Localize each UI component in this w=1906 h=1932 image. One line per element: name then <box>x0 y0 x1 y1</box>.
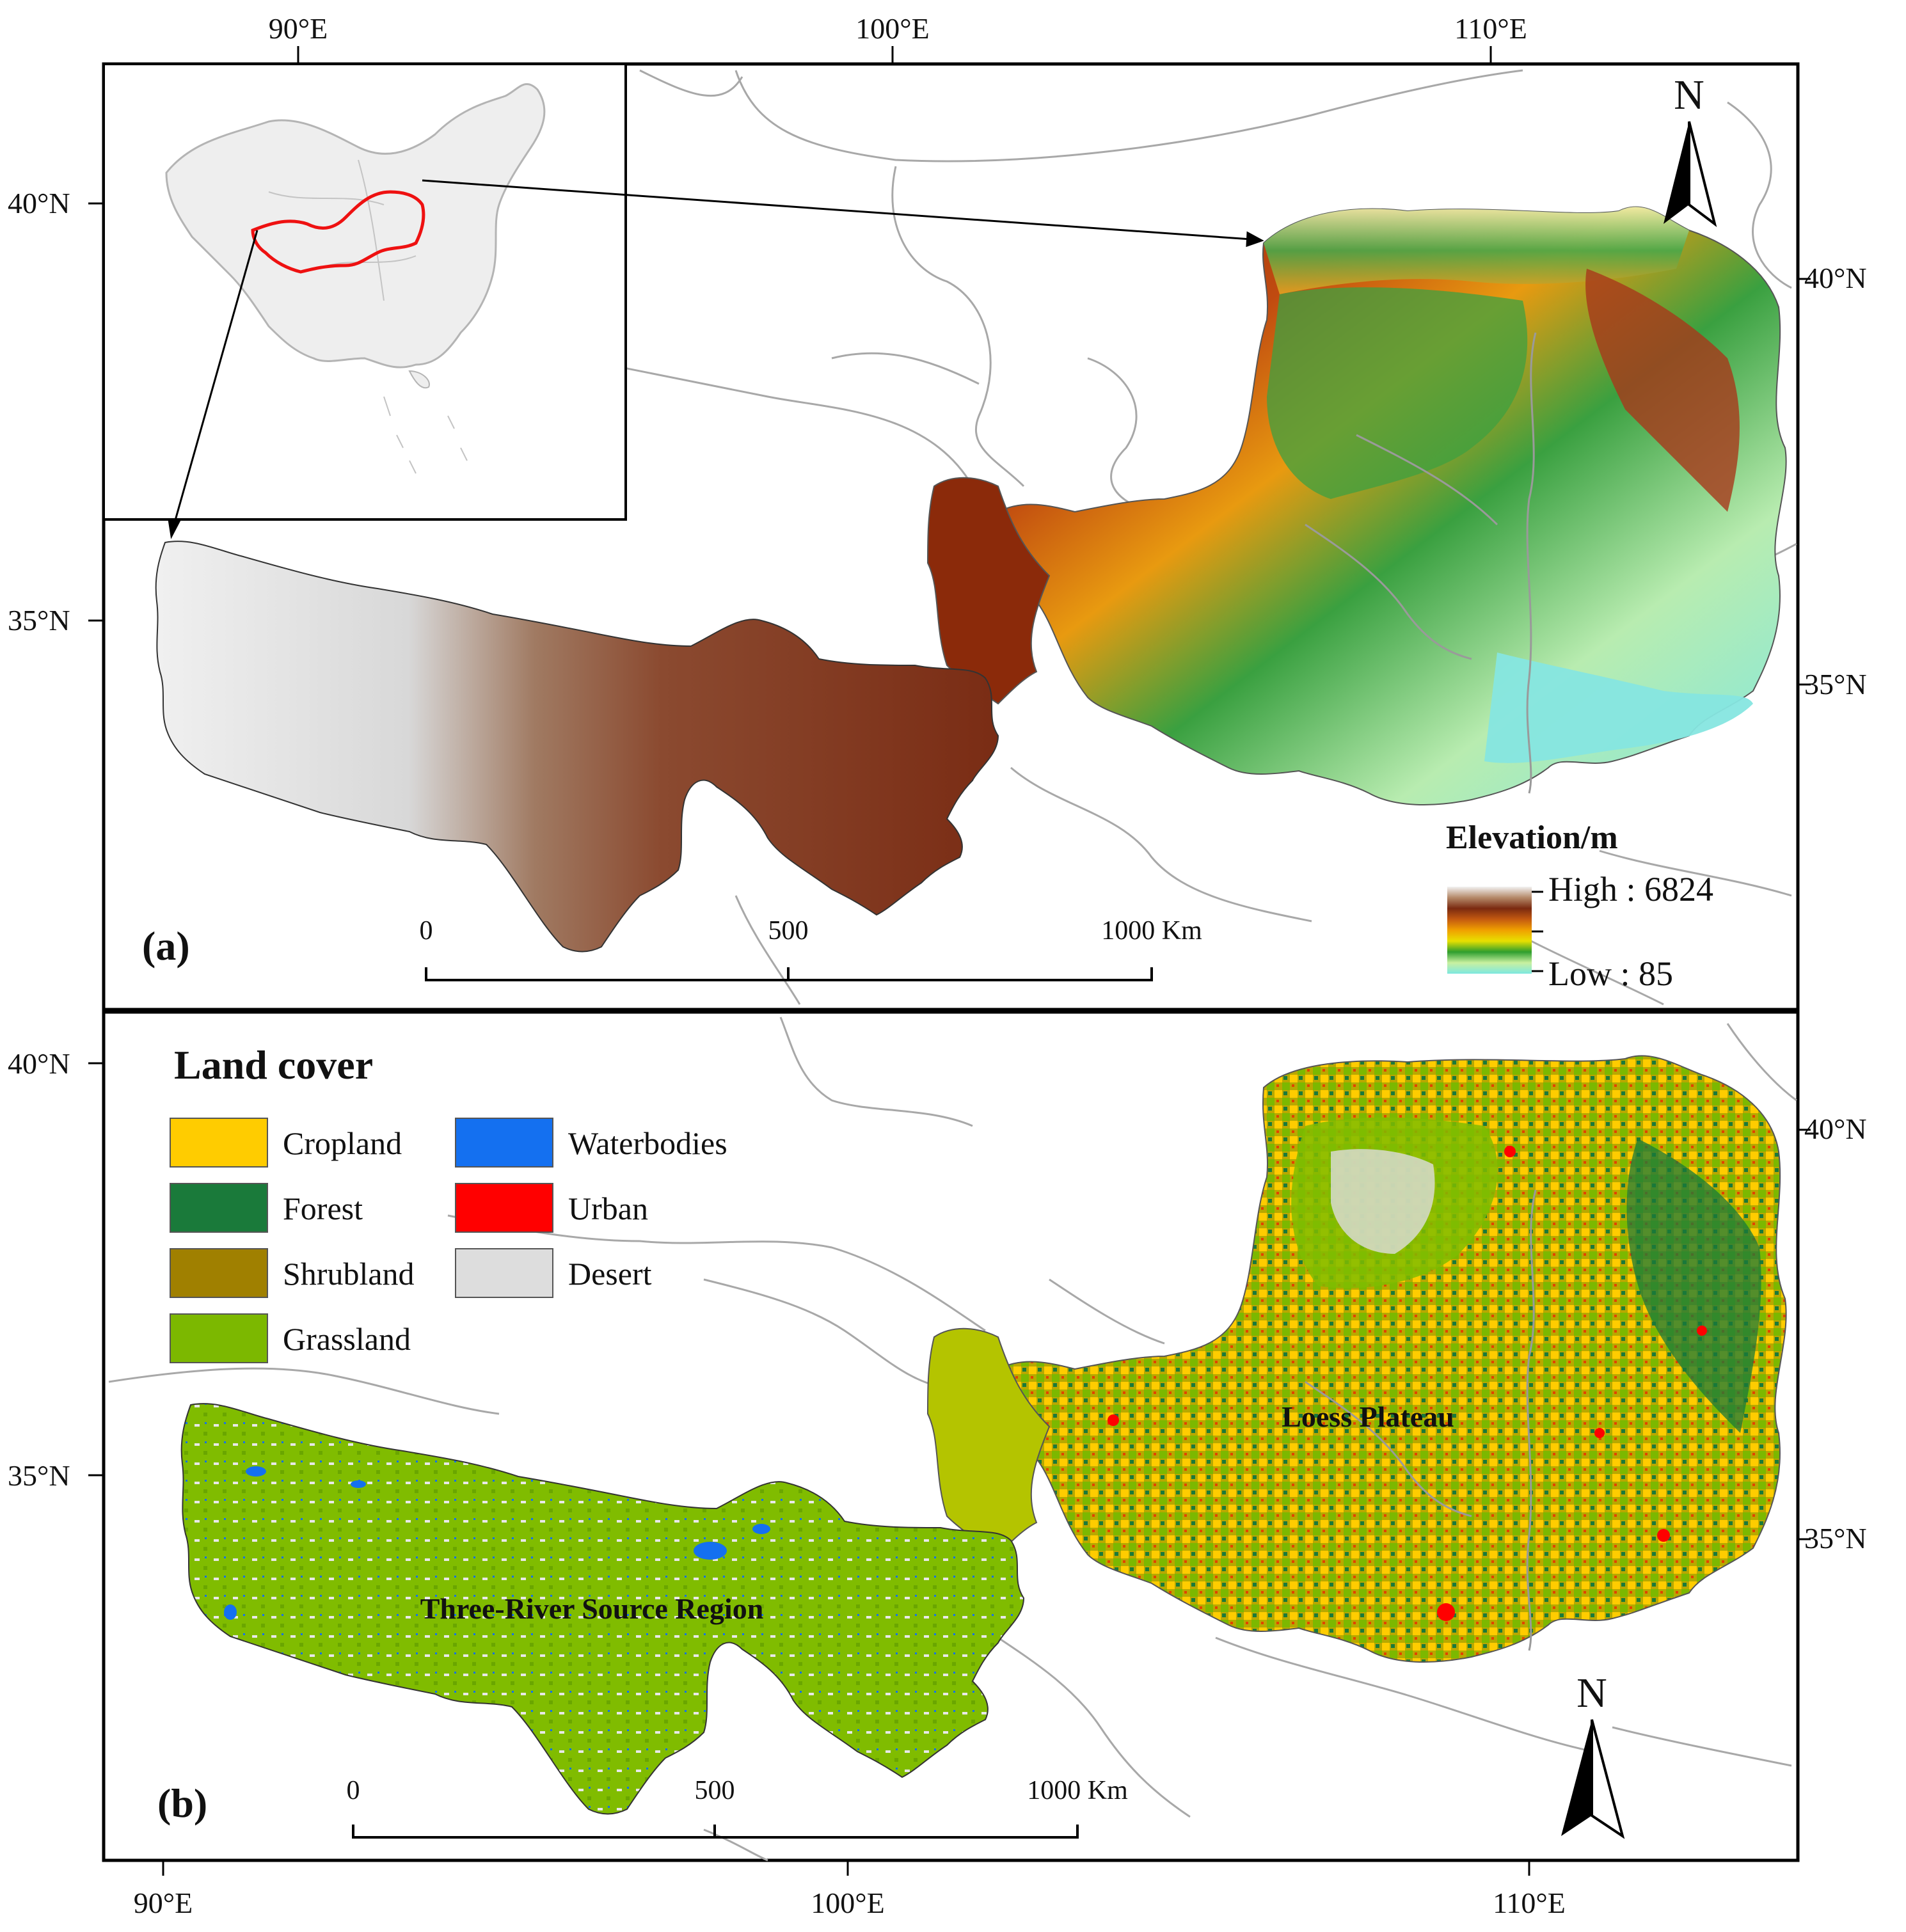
right-tick-label: 35°N <box>1804 668 1867 701</box>
three-river-landcover <box>180 1403 1025 1815</box>
right-tick-label: 40°N <box>1804 1112 1867 1145</box>
legend-low: Low : 85 <box>1548 954 1673 993</box>
lakes <box>224 1466 770 1620</box>
legend-label-waterbodies: Waterbodies <box>568 1125 727 1161</box>
north-label: N <box>1674 72 1704 118</box>
legend-swatch-grassland <box>170 1313 268 1363</box>
legend-label-shrubland: Shrubland <box>283 1256 415 1292</box>
elevation-ramp <box>1447 887 1532 974</box>
landcover-legend: Land cover Cropland Forest Shrubland Grassl… <box>170 1042 727 1363</box>
scale-label: 1000 Km <box>1101 916 1202 946</box>
panel-tag: (a) <box>142 923 190 969</box>
scale-bar-b: 0 500 1000 Km <box>347 1776 1128 1839</box>
legend-swatch-desert <box>455 1248 553 1298</box>
left-tick-label: 35°N <box>8 604 70 637</box>
left-tick-label: 40°N <box>8 187 70 219</box>
region-label-three-river: Three-River Source Region <box>420 1592 764 1625</box>
north-arrow-b: N <box>1561 1670 1625 1839</box>
scale-bar-a: 0 500 1000 Km <box>420 916 1202 981</box>
left-tick-label: 40°N <box>8 1047 70 1080</box>
scale-label: 500 <box>768 916 809 946</box>
top-tick-label: 90°E <box>269 12 328 45</box>
scale-label: 1000 Km <box>1027 1776 1128 1805</box>
legend-label-urban: Urban <box>568 1191 648 1226</box>
scale-label: 0 <box>347 1776 360 1805</box>
left-tick-label: 35°N <box>8 1459 70 1492</box>
legend-label-desert: Desert <box>568 1256 652 1292</box>
legend-swatch-shrubland <box>170 1248 268 1298</box>
legend-swatch-waterbodies <box>455 1118 553 1168</box>
bottom-tick-label: 100°E <box>811 1887 885 1919</box>
legend-label-cropland: Cropland <box>283 1125 402 1161</box>
elevation-legend: Elevation/m High : 6824 Low : 85 <box>1446 820 1713 993</box>
province-boundaries-b <box>108 1017 1797 1862</box>
north-arrow-a: N <box>1664 72 1717 227</box>
legend-high: High : 6824 <box>1548 870 1713 908</box>
legend-swatch-urban <box>455 1183 553 1233</box>
legend-label-grassland: Grassland <box>283 1321 411 1357</box>
legend-swatch-cropland <box>170 1118 268 1168</box>
china-inset <box>102 63 627 521</box>
loess-internal-boundaries-b <box>1305 1189 1537 1651</box>
scale-label: 500 <box>695 1776 735 1805</box>
panel-a: 90°E 100°E 110°E 40°N 35°N 40°N 35°N N E… <box>8 12 1867 1011</box>
loess-internal-boundaries <box>1305 332 1537 794</box>
top-tick-label: 100°E <box>855 12 930 45</box>
panel-b: 90°E 100°E 110°E 40°N 35°N 40°N 35°N Lan… <box>8 1010 1867 1919</box>
urban-patches <box>1108 1146 1707 1621</box>
region-label-loess: Loess Plateau <box>1282 1400 1454 1433</box>
top-tick-label: 110°E <box>1454 12 1527 45</box>
legend-title: Elevation/m <box>1446 820 1618 856</box>
panel-tag: (b) <box>157 1780 207 1826</box>
scale-label: 0 <box>420 916 433 946</box>
north-label: N <box>1576 1670 1607 1716</box>
inset-arrows <box>168 179 1264 539</box>
bottom-tick-label: 90°E <box>134 1887 193 1919</box>
loess-plateau-landcover <box>926 1055 1787 1663</box>
legend-title: Land cover <box>174 1042 373 1088</box>
study-area-outline <box>251 190 425 274</box>
right-tick-label: 40°N <box>1804 262 1867 294</box>
legend-swatch-forest <box>170 1183 268 1233</box>
three-river-elevation <box>155 541 999 953</box>
bottom-tick-label: 110°E <box>1493 1887 1566 1919</box>
legend-label-forest: Forest <box>283 1191 363 1226</box>
right-tick-label: 35°N <box>1804 1522 1867 1555</box>
loess-plateau-elevation <box>926 206 1787 805</box>
